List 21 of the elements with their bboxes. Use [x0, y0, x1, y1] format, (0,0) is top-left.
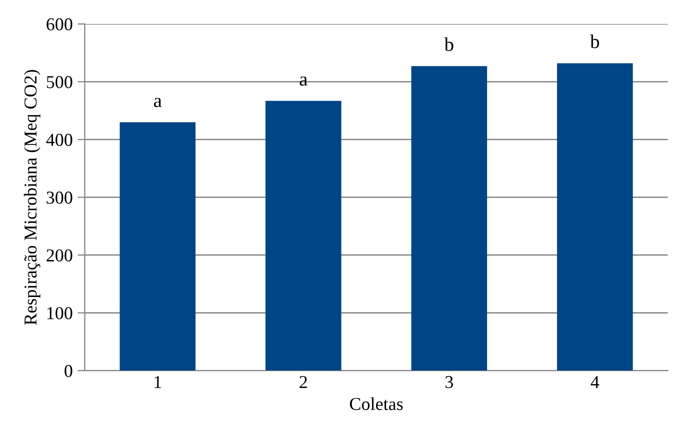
bar	[120, 122, 196, 371]
annotation: a	[300, 76, 308, 86]
annotation: b	[590, 34, 600, 48]
bar	[557, 63, 633, 371]
y-axis-title: Respiração Microbiana (Meq CO2)	[24, 70, 40, 325]
bar	[266, 100, 342, 371]
annotation: b	[444, 37, 454, 52]
y-tick-label: 100	[47, 307, 72, 320]
x-tick-label: 4	[590, 376, 600, 388]
y-tick-label: 600	[46, 18, 72, 30]
annotation: a	[154, 98, 162, 108]
bar	[411, 66, 488, 371]
x-tick-label: 3	[446, 376, 453, 388]
y-tick-label: 400	[46, 134, 72, 146]
x-tick-label: 2	[300, 376, 307, 388]
y-tick-label: 300	[46, 192, 72, 204]
y-tick-label: 500	[46, 76, 72, 88]
y-tick-label: 0	[64, 364, 72, 378]
x-axis-title: Coletas	[350, 397, 403, 410]
x-tick-label: 1	[154, 376, 162, 388]
y-tick-label: 200	[46, 249, 72, 262]
